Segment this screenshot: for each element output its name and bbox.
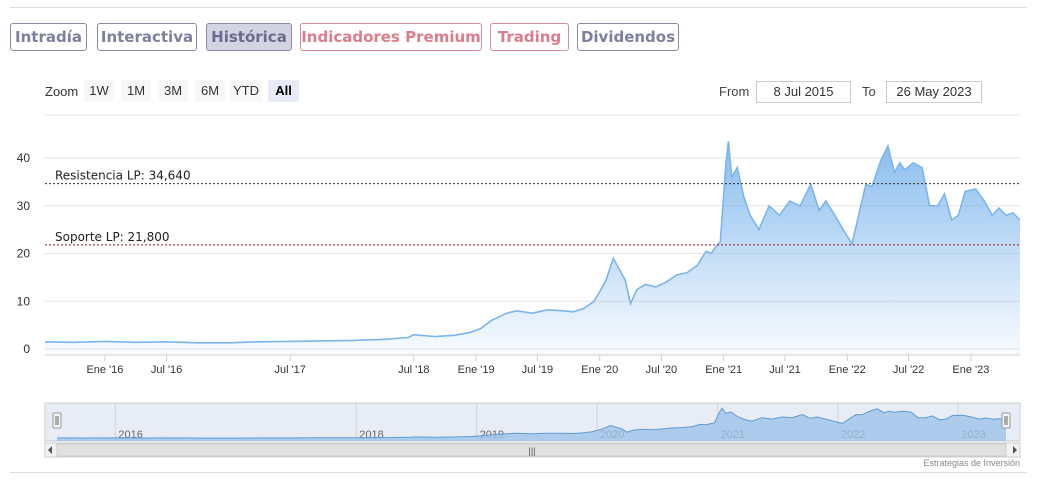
navigator-series-line — [56, 407, 1007, 439]
scrollbar-grip: ||| — [528, 446, 535, 456]
top-divider — [10, 7, 1027, 8]
zoom-all-button[interactable]: All — [268, 80, 299, 102]
x-tick-label: Jul '20 — [646, 364, 677, 376]
to-label: To — [862, 84, 876, 99]
navigator[interactable]: 2016201820192020202120222023||| — [44, 402, 1021, 458]
tab-interactiva[interactable]: Interactiva — [97, 23, 197, 51]
zoom-3m-button[interactable]: 3M — [158, 80, 188, 102]
zoom-1m-button[interactable]: 1M — [121, 80, 151, 102]
series-area — [45, 141, 1020, 355]
scroll-left-arrow-icon[interactable] — [48, 446, 52, 454]
x-tick-label: Ene '16 — [86, 364, 123, 376]
x-tick-label: Ene '19 — [458, 364, 495, 376]
tab-historica[interactable]: Histórica — [206, 23, 292, 51]
x-tick-label: Jul '21 — [769, 364, 800, 376]
from-date-input[interactable]: 8 Jul 2015 — [756, 81, 851, 103]
x-tick-label: Ene '20 — [581, 364, 618, 376]
y-tick-label: 20 — [17, 247, 31, 261]
scroll-right-arrow-icon[interactable] — [1013, 446, 1017, 454]
zoom-label: Zoom — [45, 84, 79, 99]
x-tick-label: Jul '19 — [522, 364, 553, 376]
navigator-series-area — [57, 408, 1006, 441]
x-tick-label: Ene '22 — [829, 364, 866, 376]
series-line — [44, 141, 1021, 344]
x-tick-label: Ene '21 — [705, 364, 742, 376]
x-tick-label: Jul '17 — [274, 364, 305, 376]
navigator-left-handle[interactable] — [52, 412, 62, 429]
tab-intradia[interactable]: Intradía — [10, 23, 87, 51]
to-date-input[interactable]: 26 May 2023 — [886, 81, 982, 103]
y-tick-label: 40 — [17, 151, 31, 165]
zoom-6m-button[interactable]: 6M — [195, 80, 225, 102]
tab-dividendos[interactable]: Dividendos — [577, 23, 679, 51]
support-label: Soporte LP: 21,800 — [55, 230, 170, 244]
zoom-1w-button[interactable]: 1W — [84, 80, 114, 102]
x-tick-label: Jul '16 — [151, 364, 182, 376]
from-label: From — [719, 84, 750, 99]
resistance-label: Resistencia LP: 34,640 — [55, 169, 191, 183]
x-tick-label: Jul '22 — [893, 364, 924, 376]
y-tick-label: 30 — [17, 199, 31, 213]
axes: 0 10 20 30 40 Ene '16 Jul '16 Jul '17 Jul '18 Ene… — [17, 151, 1020, 376]
navigator-right-handle[interactable] — [1001, 412, 1011, 429]
tab-indicadores-premium[interactable]: Indicadores Premium — [300, 23, 482, 51]
x-tick-label: Jul '18 — [398, 364, 429, 376]
y-tick-label: 0 — [23, 342, 30, 356]
zoom-ytd-button[interactable]: YTD — [230, 80, 262, 102]
y-tick-label: 10 — [17, 294, 31, 308]
series-layer — [44, 141, 1021, 355]
credits-text: Estrategias de Inversión — [923, 458, 1020, 468]
scrollbar-thumb[interactable] — [56, 443, 1007, 457]
tab-trading[interactable]: Trading — [490, 23, 569, 51]
x-tick-label: Ene '23 — [952, 364, 989, 376]
reference-lines: Resistencia LP: 34,640 Soporte LP: 21,800 — [45, 169, 1020, 246]
bottom-divider — [10, 472, 1027, 473]
